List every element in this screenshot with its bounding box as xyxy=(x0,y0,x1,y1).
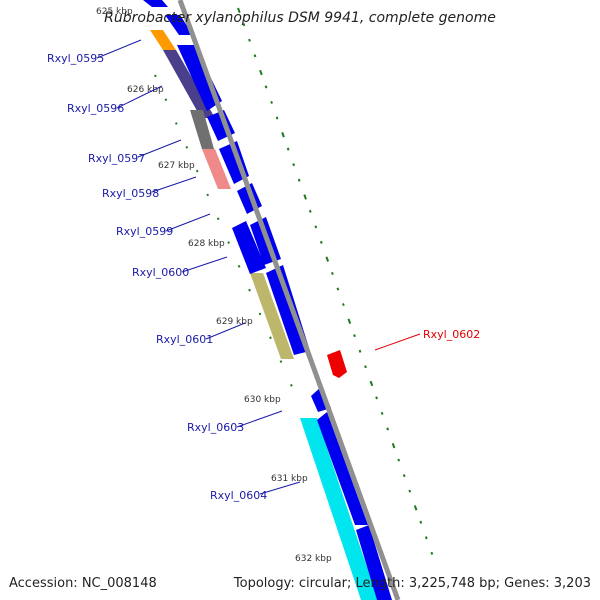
tick-mark xyxy=(397,458,401,462)
tick-mark xyxy=(297,178,301,182)
gene-label[interactable]: Rxyl_0599 xyxy=(116,225,173,238)
feature-block-salmon[interactable] xyxy=(202,149,231,189)
tick-mark xyxy=(270,100,273,104)
tick-mark xyxy=(253,54,257,58)
tick-mark xyxy=(386,427,390,431)
accession-text: Accession: NC_008148 xyxy=(9,576,157,591)
genome-summary-text: Topology: circular; Length: 3,225,748 bp… xyxy=(233,576,591,591)
tick-mark xyxy=(347,318,352,324)
tick-mark xyxy=(336,287,340,291)
feature-block-olive[interactable] xyxy=(250,273,294,359)
feature-block-slate[interactable] xyxy=(163,50,215,118)
tick-mark xyxy=(275,116,279,120)
map-title: Rubrobacter xylanophilus DSM 9941, compl… xyxy=(104,10,496,26)
cds-arrow[interactable] xyxy=(356,525,392,600)
gene-label[interactable]: Rxyl_0596 xyxy=(67,102,124,115)
cds-arrow[interactable] xyxy=(232,221,266,274)
tick-mark xyxy=(195,169,199,173)
gene-leader-lines xyxy=(96,39,301,495)
tick-mark xyxy=(303,194,307,200)
tick-mark xyxy=(408,489,412,493)
tick-mark xyxy=(292,163,296,167)
tick-mark xyxy=(430,551,434,555)
tick-mark xyxy=(424,536,428,540)
tick-mark xyxy=(216,217,220,221)
tick-mark xyxy=(319,240,323,244)
tick-mark xyxy=(237,7,241,14)
gene-label[interactable]: Rxyl_0598 xyxy=(102,187,159,200)
tick-mark xyxy=(391,442,396,449)
feature-track xyxy=(150,30,378,600)
tick-mark xyxy=(314,225,318,229)
tick-mark xyxy=(206,193,210,197)
kbp-scale: 625 kbp 626 kbp 627 kbp 628 kbp 629 kbp … xyxy=(96,7,332,564)
tick-mark xyxy=(259,69,263,76)
gene-labels: Rxyl_0595 Rxyl_0596 Rxyl_0597 Rxyl_0598 … xyxy=(47,52,480,502)
tick-mark xyxy=(308,209,312,213)
cds-arrow[interactable] xyxy=(165,15,193,35)
tick-mark xyxy=(154,74,157,78)
tick-mark xyxy=(402,474,406,478)
tick-mark xyxy=(237,265,241,268)
kbp-label: 632 kbp xyxy=(295,554,332,564)
tick-mark xyxy=(325,256,330,262)
tick-mark xyxy=(342,303,345,307)
kbp-label: 629 kbp xyxy=(216,317,253,327)
tick-mark xyxy=(264,85,268,89)
tick-mark xyxy=(369,380,374,387)
kbp-label: 625 kbp xyxy=(96,7,133,17)
gene-label[interactable]: Rxyl_0600 xyxy=(132,266,189,279)
tick-mark xyxy=(258,312,262,316)
kbp-label: 627 kbp xyxy=(158,161,195,171)
tick-mark xyxy=(290,384,293,387)
feature-block-orange[interactable] xyxy=(150,30,176,50)
gene-label[interactable]: Rxyl_0601 xyxy=(156,333,213,346)
tick-mark xyxy=(269,336,272,340)
gene-leader-line-right xyxy=(374,333,421,351)
kbp-label: 630 kbp xyxy=(244,395,281,405)
tick-mark xyxy=(227,241,230,244)
tick-mark xyxy=(174,122,178,125)
tick-mark xyxy=(281,132,285,138)
tick-mark xyxy=(353,334,356,338)
tick-mark xyxy=(375,396,378,400)
cds-arrow[interactable] xyxy=(317,412,368,525)
cds-arrow-red[interactable] xyxy=(327,350,347,378)
genome-backbone xyxy=(177,0,401,600)
cds-arrow[interactable] xyxy=(143,0,168,7)
tick-mark xyxy=(164,98,168,102)
tick-mark xyxy=(364,365,367,369)
kbp-label: 628 kbp xyxy=(188,239,225,249)
tick-mark xyxy=(286,147,290,151)
tick-mark xyxy=(279,360,283,363)
gene-label[interactable]: Rxyl_0597 xyxy=(88,152,145,165)
tick-mark xyxy=(242,23,246,27)
tick-mark xyxy=(413,505,418,511)
tick-mark xyxy=(185,145,189,149)
feature-block-gray[interactable] xyxy=(190,110,214,149)
gene-label[interactable]: Rxyl_0603 xyxy=(187,421,244,434)
gene-label[interactable]: Rxyl_0595 xyxy=(47,52,104,65)
tick-mark xyxy=(380,411,384,415)
cds-arrow[interactable] xyxy=(177,45,222,111)
kbp-label: 626 kbp xyxy=(127,85,164,95)
tick-mark xyxy=(358,349,362,353)
tick-mark xyxy=(331,271,334,276)
tick-mark xyxy=(248,288,251,292)
gene-label-right[interactable]: Rxyl_0602 xyxy=(423,328,480,341)
feature-block-cyan[interactable] xyxy=(300,418,378,600)
inner-tick-ring xyxy=(154,74,293,387)
tick-mark xyxy=(248,38,251,42)
tick-mark xyxy=(419,520,423,524)
kbp-label: 631 kbp xyxy=(271,474,308,484)
gene-label[interactable]: Rxyl_0604 xyxy=(210,489,267,502)
outer-tick-ring xyxy=(237,7,434,555)
